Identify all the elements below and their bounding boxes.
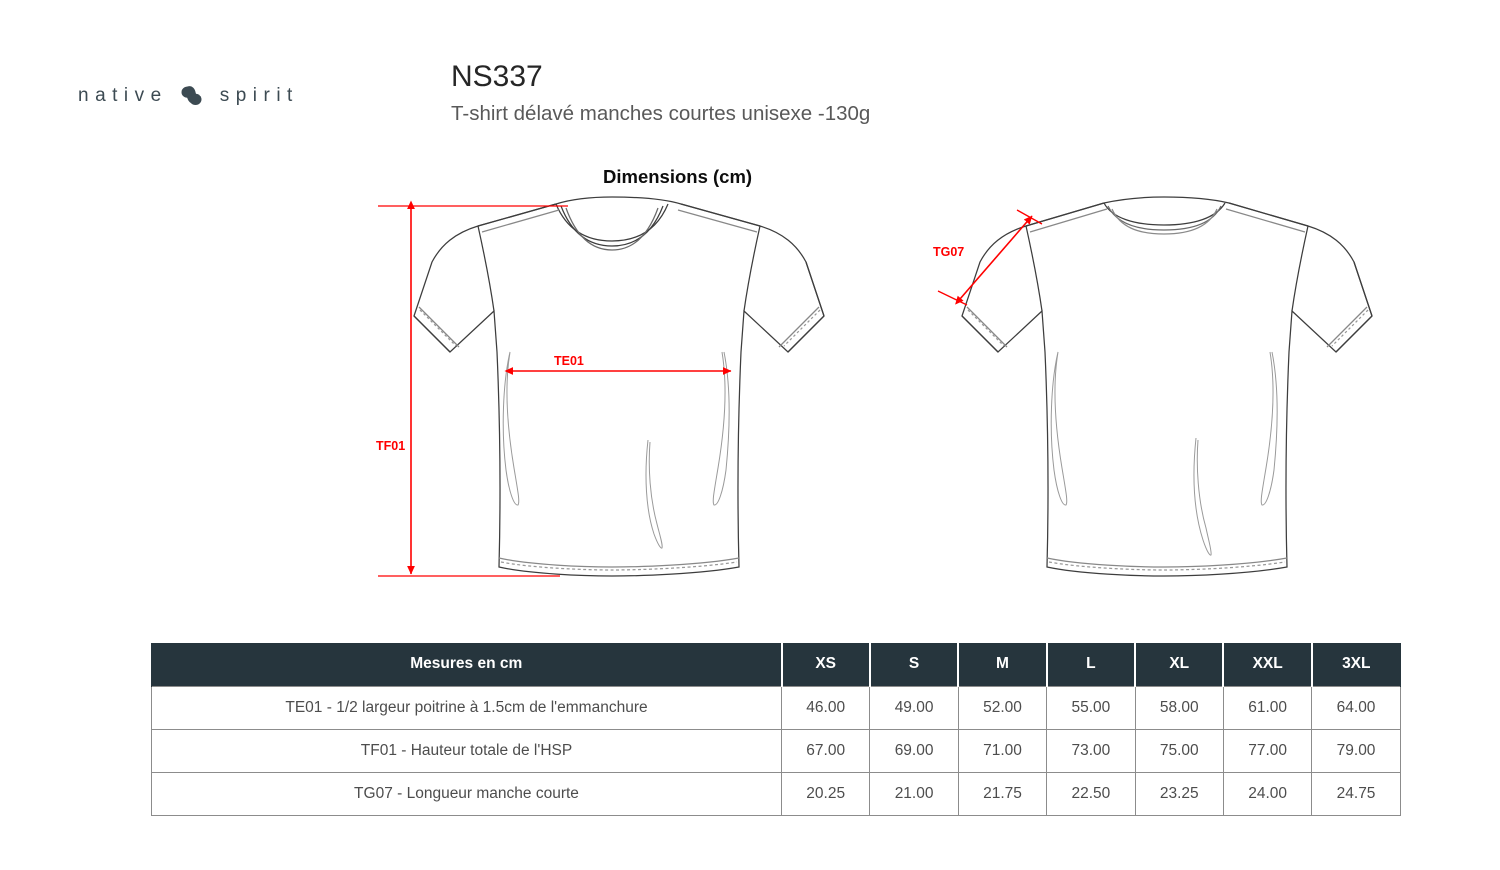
- cell-tg07-s: 21.00: [869, 771, 959, 816]
- cell-tg07-xl: 23.25: [1134, 771, 1224, 816]
- cell-tf01-3xl: 79.00: [1311, 728, 1401, 773]
- table-header-size-3xl: 3XL: [1310, 643, 1401, 686]
- tg07-bottom-tick: [937, 290, 968, 306]
- cell-tf01-xl: 75.00: [1134, 728, 1224, 773]
- cell-tf01-s: 69.00: [869, 728, 959, 773]
- table-header-measures: Mesures en cm: [151, 643, 783, 686]
- measure-label-te01: TE01 - 1/2 largeur poitrine à 1.5cm de l…: [151, 685, 782, 730]
- tf01-label: TF01: [376, 439, 405, 453]
- table-body: TE01 - 1/2 largeur poitrine à 1.5cm de l…: [151, 685, 1401, 816]
- cell-tf01-l: 73.00: [1046, 728, 1136, 773]
- cell-tg07-l: 22.50: [1046, 771, 1136, 816]
- swirl-logo-icon: [177, 81, 207, 111]
- table-header-size-xxl: XXL: [1222, 643, 1313, 686]
- measure-label-tg07: TG07 - Longueur manche courte: [151, 771, 782, 816]
- tshirt-diagram: Dimensions (cm): [376, 166, 1373, 577]
- brand-logo: native spirit: [78, 76, 388, 116]
- table-header-row: Mesures en cm XS S M L XL XXL 3XL: [151, 643, 1401, 686]
- table-header-size-xl: XL: [1134, 643, 1225, 686]
- tg07-top-tick: [1016, 209, 1043, 225]
- brand-name-left: native: [78, 85, 168, 106]
- table-row: TE01 - 1/2 largeur poitrine à 1.5cm de l…: [151, 685, 1401, 730]
- te01-label: TE01: [554, 354, 584, 368]
- size-measurements-table: Mesures en cm XS S M L XL XXL 3XL TE01 -…: [151, 643, 1401, 816]
- table-row: TF01 - Hauteur totale de l'HSP 67.00 69.…: [151, 728, 1401, 773]
- tshirt-back-view: [961, 196, 1373, 577]
- cell-te01-m: 52.00: [957, 685, 1048, 730]
- cell-te01-s: 49.00: [869, 685, 959, 730]
- table-header: Mesures en cm XS S M L XL XXL 3XL: [151, 643, 1401, 686]
- product-code: NS337: [451, 60, 543, 93]
- diagram-title: Dimensions (cm): [603, 166, 753, 187]
- back-measure-annotations: TG07: [933, 209, 1043, 306]
- front-measure-annotations: TF01 TE01: [376, 200, 732, 577]
- table-row: TG07 - Longueur manche courte 20.25 21.0…: [151, 771, 1401, 816]
- product-description: T-shirt délavé manches courtes unisexe -…: [451, 102, 871, 125]
- table-header-size-l: L: [1045, 643, 1137, 686]
- table-header-size-m: M: [957, 643, 1048, 686]
- brand-name-right: spirit: [219, 85, 299, 106]
- cell-tg07-xxl: 24.00: [1222, 771, 1313, 816]
- cell-tf01-xs: 67.00: [780, 728, 871, 773]
- cell-tg07-3xl: 24.75: [1311, 771, 1401, 816]
- cell-te01-xs: 46.00: [780, 685, 871, 730]
- tshirt-front-view: [413, 196, 825, 577]
- table-header-size-xs: XS: [780, 643, 871, 686]
- tg07-dimension-arrow: [955, 215, 1033, 305]
- cell-tg07-m: 21.75: [957, 771, 1048, 816]
- cell-tf01-xxl: 77.00: [1222, 728, 1313, 773]
- table-header-size-s: S: [868, 643, 960, 686]
- cell-te01-l: 55.00: [1046, 685, 1136, 730]
- cell-tf01-m: 71.00: [957, 728, 1048, 773]
- cell-te01-3xl: 64.00: [1311, 685, 1401, 730]
- measure-label-tf01: TF01 - Hauteur totale de l'HSP: [151, 728, 782, 773]
- tg07-label: TG07: [933, 245, 964, 259]
- cell-te01-xxl: 61.00: [1222, 685, 1313, 730]
- cell-te01-xl: 58.00: [1134, 685, 1224, 730]
- cell-tg07-xs: 20.25: [780, 771, 871, 816]
- tshirt-technical-drawing: TF01 TE01: [376, 196, 1373, 577]
